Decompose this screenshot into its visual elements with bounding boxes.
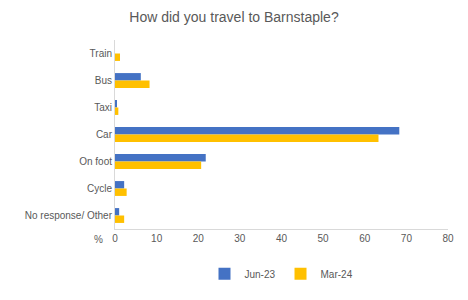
svg-text:60: 60 bbox=[359, 233, 371, 244]
svg-text:70: 70 bbox=[401, 233, 413, 244]
svg-text:40: 40 bbox=[276, 233, 288, 244]
svg-text:How did you travel to Barnstap: How did you travel to Barnstaple? bbox=[129, 9, 339, 25]
svg-text:Car: Car bbox=[96, 129, 113, 140]
svg-text:Cycle: Cycle bbox=[87, 183, 112, 194]
svg-text:20: 20 bbox=[193, 233, 205, 244]
svg-text:Bus: Bus bbox=[95, 75, 112, 86]
svg-text:Train: Train bbox=[90, 48, 112, 59]
svg-text:30: 30 bbox=[234, 233, 246, 244]
svg-text:50: 50 bbox=[318, 233, 330, 244]
svg-text:Jun-23: Jun-23 bbox=[245, 269, 276, 280]
svg-text:%: % bbox=[94, 234, 103, 245]
svg-text:0: 0 bbox=[112, 233, 118, 244]
svg-text:No response/ Other: No response/ Other bbox=[25, 210, 113, 221]
svg-text:10: 10 bbox=[151, 233, 163, 244]
svg-text:Mar-24: Mar-24 bbox=[321, 269, 353, 280]
svg-text:80: 80 bbox=[442, 233, 454, 244]
svg-text:Taxi: Taxi bbox=[94, 102, 112, 113]
svg-text:On foot: On foot bbox=[79, 156, 112, 167]
